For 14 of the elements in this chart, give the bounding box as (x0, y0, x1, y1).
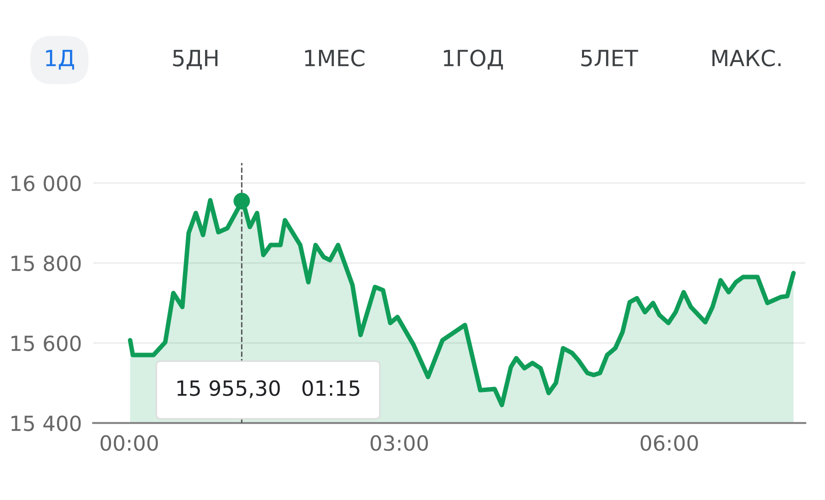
text: МАКС. (712, 50, 781, 66)
x-tick-label: 03:00 (370, 435, 428, 451)
annotation: 15 955,30 01:15 (177, 380, 360, 398)
y-tick-label: 15 800 (12, 255, 81, 272)
y-tick-label: 15 400 (12, 415, 81, 432)
x-tick-label: 00:00 (100, 435, 158, 451)
text: 5ДН (173, 50, 218, 70)
y-tick-label: 16 000 (12, 175, 81, 192)
text: 1ГОД (444, 50, 503, 70)
y-tick-label: 15 600 (12, 335, 81, 352)
text: 5ЛЕТ (581, 50, 638, 66)
text: 1МЕС (305, 50, 364, 66)
text: 1Д (46, 50, 74, 70)
x-tick-label: 06:00 (640, 435, 698, 451)
